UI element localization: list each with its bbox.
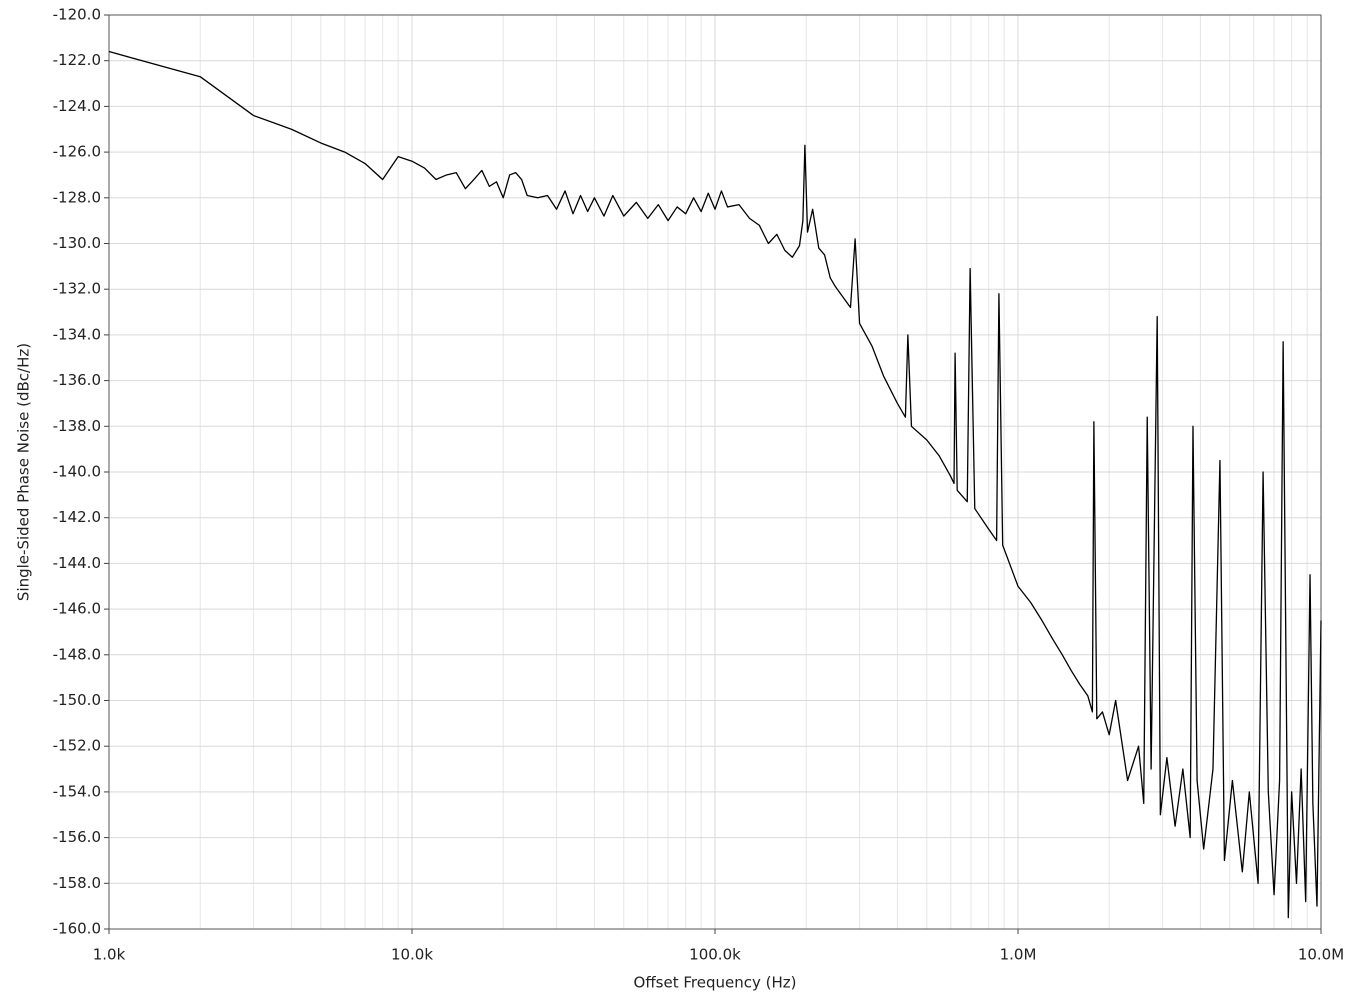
x-tick-label: 10.0k bbox=[391, 946, 433, 964]
x-tick-label: 10.0M bbox=[1298, 946, 1344, 964]
y-tick-label: -148.0 bbox=[53, 645, 101, 663]
y-tick-label: -152.0 bbox=[53, 737, 101, 755]
y-tick-label: -154.0 bbox=[53, 782, 101, 800]
y-tick-label: -158.0 bbox=[53, 874, 101, 892]
y-axis-label: Single-Sided Phase Noise (dBc/Hz) bbox=[15, 343, 33, 601]
y-tick-label: -132.0 bbox=[53, 280, 101, 298]
x-tick-label: 1.0k bbox=[93, 946, 126, 964]
y-tick-label: -124.0 bbox=[53, 97, 101, 115]
y-tick-label: -128.0 bbox=[53, 188, 101, 206]
y-tick-label: -120.0 bbox=[53, 6, 101, 24]
x-tick-label: 100.0k bbox=[689, 946, 741, 964]
y-tick-label: -150.0 bbox=[53, 691, 101, 709]
y-tick-label: -136.0 bbox=[53, 371, 101, 389]
y-tick-label: -126.0 bbox=[53, 143, 101, 161]
y-tick-label: -160.0 bbox=[53, 920, 101, 938]
y-tick-label: -146.0 bbox=[53, 600, 101, 618]
x-axis-label: Offset Frequency (Hz) bbox=[634, 974, 797, 992]
y-tick-label: -138.0 bbox=[53, 417, 101, 435]
y-tick-label: -130.0 bbox=[53, 234, 101, 252]
y-tick-label: -144.0 bbox=[53, 554, 101, 572]
y-tick-label: -122.0 bbox=[53, 51, 101, 69]
y-tick-label: -156.0 bbox=[53, 828, 101, 846]
series-line bbox=[108, 50, 1322, 919]
plot-frame bbox=[108, 14, 1322, 930]
y-tick-label: -142.0 bbox=[53, 508, 101, 526]
y-tick-label: -134.0 bbox=[53, 325, 101, 343]
x-tick-label: 1.0M bbox=[1000, 946, 1037, 964]
y-tick-label: -140.0 bbox=[53, 463, 101, 481]
